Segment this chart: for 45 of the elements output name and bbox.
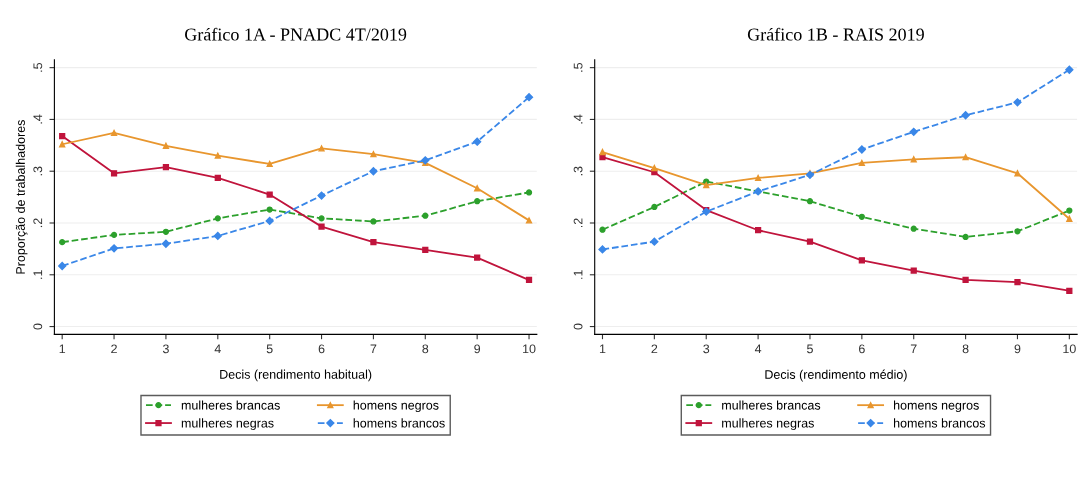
x-axis-title: Decis (rendimento habitual)	[220, 369, 372, 382]
x-tick-label: 4	[754, 344, 762, 354]
x-tick-label: 7	[910, 344, 917, 354]
x-tick-label: 1	[599, 344, 606, 354]
x-tick-label: 9	[1014, 344, 1021, 354]
y-tick-label: .1	[33, 270, 43, 279]
x-tick-label: 1	[59, 344, 66, 354]
legend-label: mulheres brancas	[722, 400, 821, 410]
x-tick-label: 3	[162, 344, 169, 354]
chart-title: Gráfico 1A - PNADC 4T/2019	[185, 27, 407, 41]
x-tick-label: 5	[266, 344, 273, 354]
legend-label: homens negros	[353, 400, 439, 413]
y-tick-label: .5	[33, 62, 43, 72]
y-tick-label: .2	[573, 218, 583, 228]
y-tick-label: 0	[573, 323, 583, 330]
y-tick-label: .3	[33, 166, 43, 176]
y-axis-title: Proporção de trabalhadores	[15, 120, 28, 274]
legend-label: homens brancos	[353, 418, 445, 428]
x-axis-title: Decis (rendimento médio)	[765, 369, 907, 382]
x-tick-label: 10	[523, 344, 536, 354]
x-tick-label: 10	[1063, 344, 1076, 354]
x-tick-label: 8	[422, 344, 429, 354]
legend-label: mulheres negras	[722, 418, 814, 431]
x-tick-label: 7	[370, 344, 377, 354]
x-tick-label: 9	[474, 344, 481, 354]
x-tick-label: 3	[703, 344, 710, 354]
x-tick-label: 4	[214, 344, 221, 354]
y-tick-label: .5	[573, 62, 583, 72]
legend-label: homens negros	[894, 400, 979, 413]
y-tick-label: .1	[573, 270, 583, 279]
x-tick-label: 6	[859, 344, 865, 354]
y-tick-label: 0	[33, 323, 43, 330]
y-tick-label: .4	[573, 114, 583, 124]
y-tick-label: .2	[33, 218, 43, 228]
y-tick-label: .4	[33, 114, 43, 124]
x-tick-label: 2	[111, 344, 117, 354]
chart-title: Gráfico 1B - RAIS 2019	[747, 27, 924, 41]
legend-label: mulheres negras	[181, 418, 274, 431]
legend-label: mulheres brancas	[181, 400, 280, 410]
x-tick-label: 6	[318, 344, 325, 354]
y-tick-label: .3	[573, 166, 583, 176]
x-tick-label: 2	[651, 344, 658, 354]
x-tick-label: 5	[807, 344, 813, 354]
x-tick-label: 8	[962, 344, 969, 354]
legend-label: homens brancos	[894, 418, 986, 428]
